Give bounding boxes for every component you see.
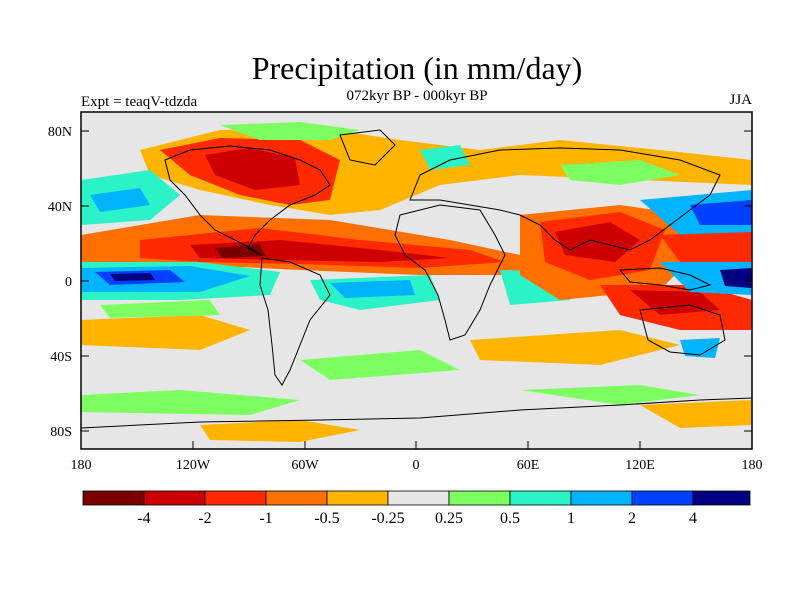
anomaly-region-greenland-cyan [420, 145, 470, 170]
colorbar-label-1: -2 [198, 510, 211, 527]
colorbar-label-2: -1 [259, 510, 272, 527]
anomaly-region-central-america-dark [215, 244, 265, 258]
anomaly-region-arctic-green [220, 122, 360, 140]
lat-tick-marks [81, 130, 752, 432]
anomaly-region-northwest-pacific-darkblue [690, 200, 752, 225]
lon-label-0: 0 [413, 458, 420, 473]
colorbar-box-10 [692, 490, 751, 506]
colorbar: -4 -2 -1 -0.5 -0.25 0.25 0.5 1 2 4 [82, 490, 751, 527]
lon-tick-marks [80, 441, 753, 449]
anomaly-region-north-america-core [205, 148, 300, 190]
anomaly-region-southern-ocean-east-green [520, 385, 700, 405]
colorbar-box-2 [204, 490, 267, 506]
anomaly-region-antarctic-orange [200, 420, 360, 442]
lat-label-40s: 40S [50, 350, 72, 365]
coastline-north-america [164, 145, 331, 257]
anomaly-region-southern-ocean-green [81, 390, 300, 415]
colorbar-label-7: 1 [567, 510, 575, 527]
colorbar-box-3 [265, 490, 328, 506]
colorbar-box-7 [509, 490, 572, 506]
coastline-indonesia [618, 267, 712, 291]
colorbar-box-9 [631, 490, 694, 506]
coastline-greenland [339, 129, 396, 166]
anomaly-region-siberia-green [560, 160, 680, 185]
colorbar-box-8 [570, 490, 633, 506]
anomaly-region-north-pacific-blue [90, 188, 150, 212]
colorbar-label-8: 2 [628, 510, 636, 527]
anomaly-region-indian-ocean-orange [470, 330, 680, 365]
anomaly-region-west-pacific-navy [720, 268, 752, 288]
anomaly-region-eq-pacific-navy [110, 273, 155, 281]
colorbar-box-4 [326, 490, 389, 506]
lon-label-60w: 60W [291, 458, 319, 473]
colorbar-label-4: -0.25 [371, 510, 404, 527]
anomaly-region-australia-blue [680, 338, 720, 358]
lat-label-80s: 80S [50, 425, 72, 440]
figure-title: Precipitation (in mm/day) [251, 50, 583, 86]
lon-label-60e: 60E [517, 458, 540, 473]
colorbar-label-0: -4 [137, 510, 150, 527]
lat-label-80n: 80N [48, 125, 72, 140]
lon-label-120e: 120E [625, 458, 655, 473]
anomaly-region-eq-atlantic-blue [330, 280, 415, 298]
lon-label-120w: 120W [176, 458, 211, 473]
coastline-africa [394, 204, 506, 341]
lon-label-180e: 180 [742, 458, 763, 473]
colorbar-box-5 [387, 490, 450, 506]
anomaly-region-south-atlantic-green [300, 350, 460, 380]
colorbar-label-6: 0.5 [500, 510, 520, 527]
coastlines [81, 129, 752, 429]
colorbar-box-0 [82, 490, 145, 506]
colorbar-label-9: 4 [689, 510, 697, 527]
season-label: JJA [729, 92, 752, 108]
colorbar-label-5: 0.25 [435, 510, 463, 527]
coastline-antarctica [81, 397, 752, 429]
anomaly-region-south-pacific-orange [81, 315, 250, 350]
precipitation-anomaly-field [81, 122, 752, 442]
lat-label-40n: 40N [48, 200, 72, 215]
experiment-label: Expt = teaqV-tdzda [81, 94, 198, 110]
colorbar-label-3: -0.5 [314, 510, 339, 527]
coastline-south-america [259, 257, 331, 386]
anomaly-region-west-pacific-red-upper [660, 232, 752, 262]
anomaly-region-antarctic-east-orange [640, 400, 752, 428]
anomaly-region-south-pacific-green [100, 300, 220, 318]
coastline-eurasia [409, 147, 721, 251]
figure-subtitle: 072kyr BP - 000kyr BP [346, 88, 488, 104]
colorbar-box-6 [448, 490, 511, 506]
colorbar-box-1 [143, 490, 206, 506]
lat-label-0: 0 [65, 275, 72, 290]
lon-label-180w: 180 [71, 458, 92, 473]
coastline-australia [639, 304, 726, 356]
